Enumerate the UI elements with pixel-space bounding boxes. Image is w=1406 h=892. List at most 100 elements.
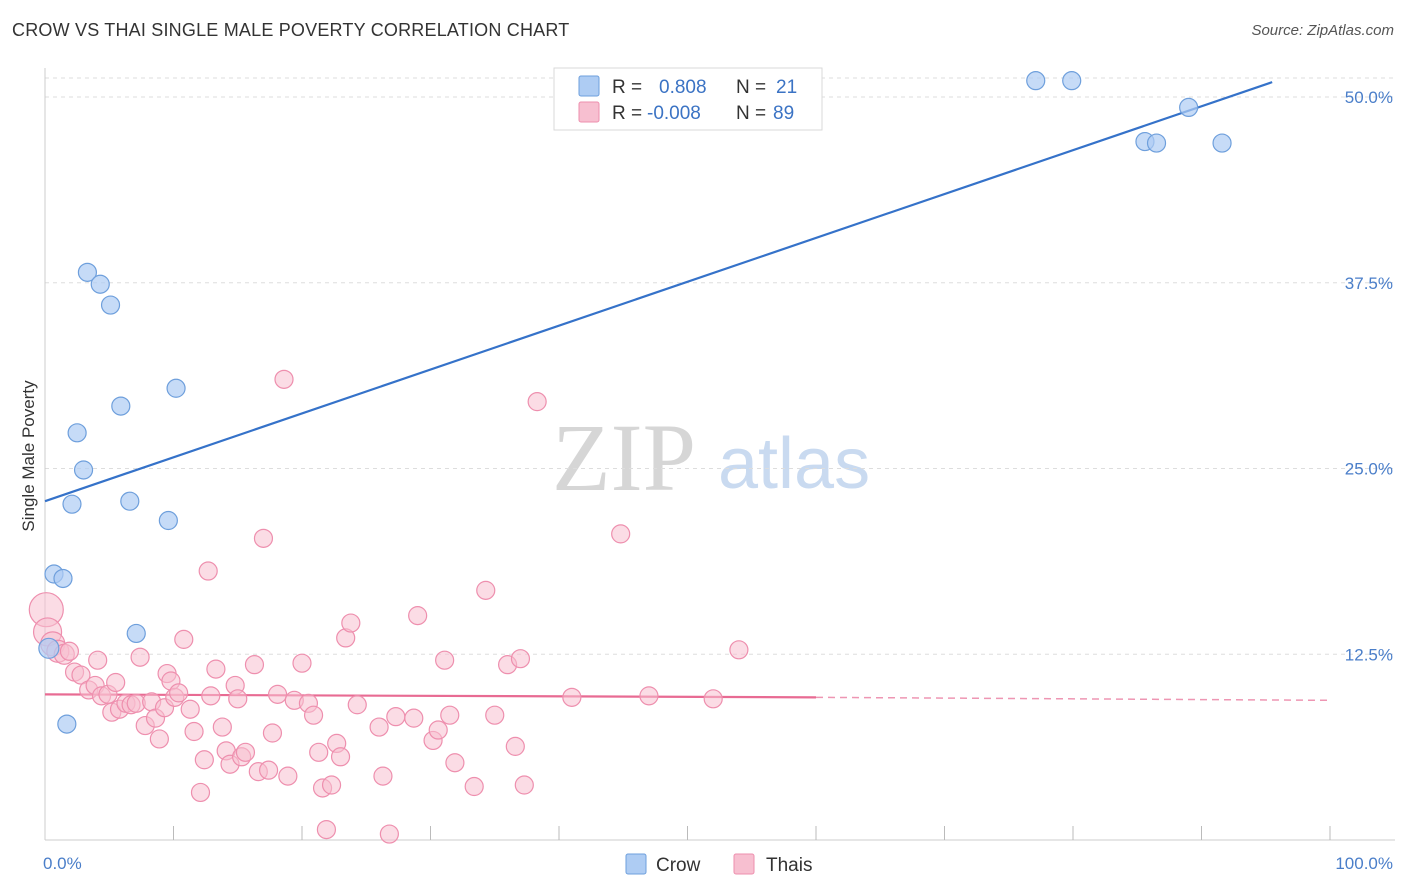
series-legend: Crow Thais (625, 853, 812, 876)
crow-point-9 (100, 295, 121, 315)
thais-point-64 (347, 695, 367, 715)
thais-point-19 (130, 647, 150, 667)
thais-point-37 (212, 717, 232, 737)
thais-point-77 (476, 580, 496, 600)
crow-point-6 (73, 460, 94, 480)
thais-point-66 (373, 766, 393, 786)
crow-point-15 (1026, 71, 1046, 91)
thais-point-50 (274, 369, 294, 389)
gridlines (45, 77, 1395, 655)
thais-point-10 (88, 650, 108, 670)
thais-point-53 (292, 653, 312, 673)
thais-point-85 (729, 640, 749, 660)
thais-point-23 (149, 729, 169, 749)
thais-point-28 (169, 683, 189, 703)
crow-point-3 (57, 714, 77, 734)
legend-thais-label: Thais (766, 855, 812, 876)
crow-point-13 (158, 510, 178, 531)
thais-point-63 (341, 613, 361, 633)
crow-point-12 (126, 623, 146, 644)
thais-point-73 (435, 650, 455, 670)
thais-point-81 (510, 649, 531, 669)
thais-point-76 (464, 776, 484, 797)
legend-crow-label: Crow (656, 855, 701, 876)
crow-n-label: N = (736, 77, 766, 98)
thais-r-value: -0.008 (647, 103, 701, 124)
x-tick-label-1: 100.0% (1335, 854, 1393, 873)
crow-swatch (578, 75, 600, 97)
thais-point-5 (59, 641, 80, 661)
chart-title: CROW VS THAI SINGLE MALE POVERTY CORRELA… (12, 20, 570, 40)
thais-point-47 (258, 760, 279, 780)
thais-point-68 (386, 707, 406, 727)
crow-point-20 (1212, 133, 1232, 153)
x-tick-label-0: 0.0% (43, 854, 82, 873)
y-axis-label: Single Male Poverty (19, 380, 38, 532)
thais-point-70 (408, 606, 428, 626)
thais-point-49 (267, 684, 288, 704)
axes (44, 68, 1395, 841)
thais-point-67 (379, 824, 399, 844)
crow-point-19 (1179, 97, 1199, 118)
y-tick-label-2: 37.5% (1345, 274, 1393, 293)
thais-point-34 (198, 561, 218, 581)
source-label: Source: ZipAtlas.com (1251, 22, 1394, 39)
thais-point-31 (184, 721, 204, 742)
thais-point-56 (309, 742, 329, 762)
thais-point-58 (316, 819, 337, 840)
thais-point-43 (235, 742, 256, 762)
thais-point-44 (244, 655, 265, 675)
thais-point-33 (194, 750, 214, 770)
crow-point-8 (90, 274, 110, 294)
thais-point-87 (639, 686, 659, 706)
thais-point-51 (278, 766, 298, 786)
thais-point-65 (369, 717, 389, 737)
thais-point-88 (703, 689, 723, 709)
y-tick-label-3: 50.0% (1345, 88, 1393, 107)
crow-r-value: 0.808 (659, 77, 707, 98)
crow-point-11 (120, 491, 140, 511)
thais-point-78 (485, 705, 505, 725)
thais-point-82 (514, 775, 534, 795)
thais-n-value: 89 (773, 103, 794, 124)
thais-r-label: R = (612, 103, 642, 124)
thais-point-80 (505, 736, 525, 756)
thais-point-74 (440, 705, 460, 725)
thais-point-84 (611, 524, 631, 544)
crow-trend-line (44, 81, 1273, 503)
thais-point-69 (404, 708, 424, 728)
legend-crow-swatch (625, 853, 647, 875)
tick-labels: 12.5% 25.0% 37.5% 50.0% 0.0% 100.0% (43, 88, 1393, 873)
thais-point-83 (527, 392, 547, 412)
thais-point-7 (71, 665, 91, 685)
crow-point-0 (38, 637, 60, 659)
crow-point-18 (1146, 133, 1167, 153)
thais-point-36 (206, 659, 226, 679)
thais-point-55 (303, 705, 324, 725)
crow-n-value: 21 (776, 77, 797, 98)
crow-point-14 (166, 378, 186, 398)
thais-trend-dashed-segment (815, 696, 1331, 702)
watermark-atlas: atlas (718, 424, 870, 504)
watermark-zip: ZIP (552, 404, 696, 511)
stats-legend: R = 0.808 N = 21 R = -0.008 N = 89 (553, 67, 823, 131)
crow-points (38, 71, 1232, 734)
thais-point-14 (106, 672, 126, 693)
thais-point-41 (228, 689, 248, 709)
thais-points (28, 369, 749, 844)
crow-point-4 (62, 494, 82, 514)
thais-point-86 (562, 687, 582, 707)
crow-point-7 (77, 262, 98, 282)
crow-point-10 (111, 396, 131, 416)
thais-point-59 (321, 775, 342, 795)
thais-n-label: N = (736, 103, 766, 124)
watermark: ZIP atlas (552, 404, 870, 511)
thais-point-75 (445, 753, 465, 773)
crow-r-label: R = (612, 77, 642, 98)
thais-point-48 (262, 723, 283, 743)
thais-point-35 (201, 686, 221, 706)
crow-point-2 (53, 568, 73, 589)
y-tick-label-1: 25.0% (1345, 460, 1393, 479)
legend-thais-swatch (733, 853, 755, 875)
